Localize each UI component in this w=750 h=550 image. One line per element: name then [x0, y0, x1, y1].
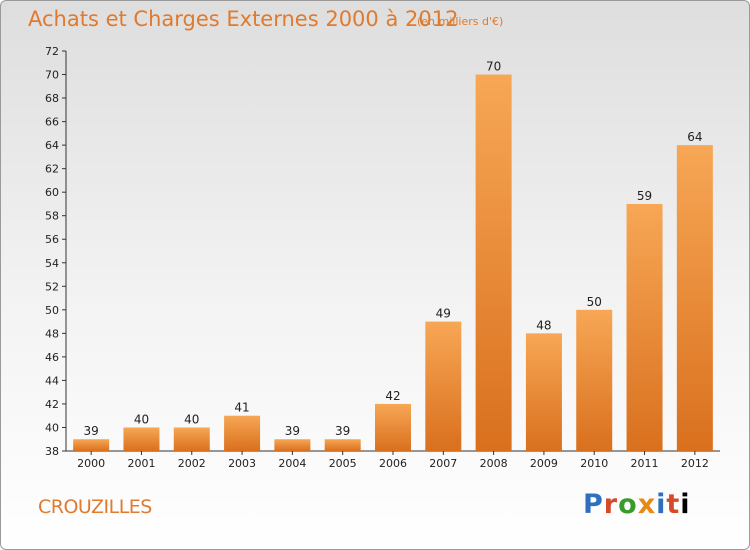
x-tick-label: 2003	[228, 457, 256, 470]
x-tick-label: 2009	[530, 457, 558, 470]
bar	[123, 427, 160, 451]
y-tick-label: 58	[45, 210, 59, 223]
logo-letter: x	[637, 489, 657, 520]
bar	[425, 321, 462, 451]
y-tick-label: 46	[45, 351, 59, 364]
y-tick-label: 56	[45, 233, 59, 246]
x-tick-label: 2001	[127, 457, 155, 470]
logo-letter: i	[680, 489, 691, 520]
town-name: CROUZILLES	[38, 496, 152, 518]
bar	[73, 439, 110, 451]
bar-value-label: 39	[335, 424, 350, 438]
y-tick-label: 70	[45, 69, 59, 82]
bar	[576, 309, 613, 451]
bar-value-label: 42	[385, 389, 400, 403]
bar	[173, 427, 210, 451]
x-tick-label: 2007	[429, 457, 457, 470]
y-tick-label: 66	[45, 116, 59, 129]
x-tick-label: 2004	[278, 457, 306, 470]
y-tick-label: 64	[45, 139, 59, 152]
x-tick-label: 2010	[580, 457, 608, 470]
x-tick-label: 2006	[379, 457, 407, 470]
bar	[525, 333, 562, 451]
x-tick-label: 2012	[681, 457, 709, 470]
bar-value-label: 40	[184, 412, 199, 426]
bar-value-label: 39	[285, 424, 300, 438]
logo-letter: P	[583, 489, 604, 520]
bar-value-label: 39	[84, 424, 99, 438]
bar	[626, 203, 663, 451]
y-tick-label: 54	[45, 257, 59, 270]
y-tick-label: 60	[45, 186, 59, 199]
x-tick-label: 2011	[631, 457, 659, 470]
bar	[676, 145, 713, 451]
chart-title: Achats et Charges Externes 2000 à 2012	[28, 7, 459, 31]
bar-value-label: 70	[486, 60, 501, 74]
y-tick-label: 50	[45, 304, 59, 317]
y-tick-label: 68	[45, 92, 59, 105]
logo-letter: t	[666, 489, 681, 520]
bar-value-label: 64	[687, 130, 702, 144]
proxiti-logo[interactable]: Proxiti	[583, 489, 691, 520]
y-tick-label: 52	[45, 280, 59, 293]
logo-letter: o	[618, 489, 638, 520]
bar-value-label: 48	[536, 318, 551, 332]
bar	[375, 403, 411, 451]
bar-value-label: 50	[587, 295, 602, 309]
bar	[224, 415, 261, 451]
logo-letter: r	[603, 489, 619, 520]
x-tick-label: 2002	[178, 457, 206, 470]
bar	[274, 439, 311, 451]
x-tick-label: 2000	[77, 457, 105, 470]
x-tick-label: 2005	[329, 457, 357, 470]
chart-subtitle: (en milliers d'€)	[417, 15, 504, 28]
bar-value-label: 49	[436, 307, 451, 321]
y-tick-label: 42	[45, 398, 59, 411]
x-tick-label: 2008	[480, 457, 508, 470]
logo-letter: i	[656, 489, 667, 520]
y-tick-label: 44	[45, 374, 59, 387]
bar	[475, 74, 512, 451]
y-tick-label: 72	[45, 45, 59, 58]
y-tick-label: 38	[45, 445, 59, 458]
bar-value-label: 41	[234, 401, 249, 415]
bar-value-label: 59	[637, 189, 652, 203]
y-tick-label: 62	[45, 163, 59, 176]
bar	[324, 439, 361, 451]
bar-value-label: 40	[134, 412, 149, 426]
y-tick-label: 40	[45, 421, 59, 434]
y-tick-label: 48	[45, 327, 59, 340]
